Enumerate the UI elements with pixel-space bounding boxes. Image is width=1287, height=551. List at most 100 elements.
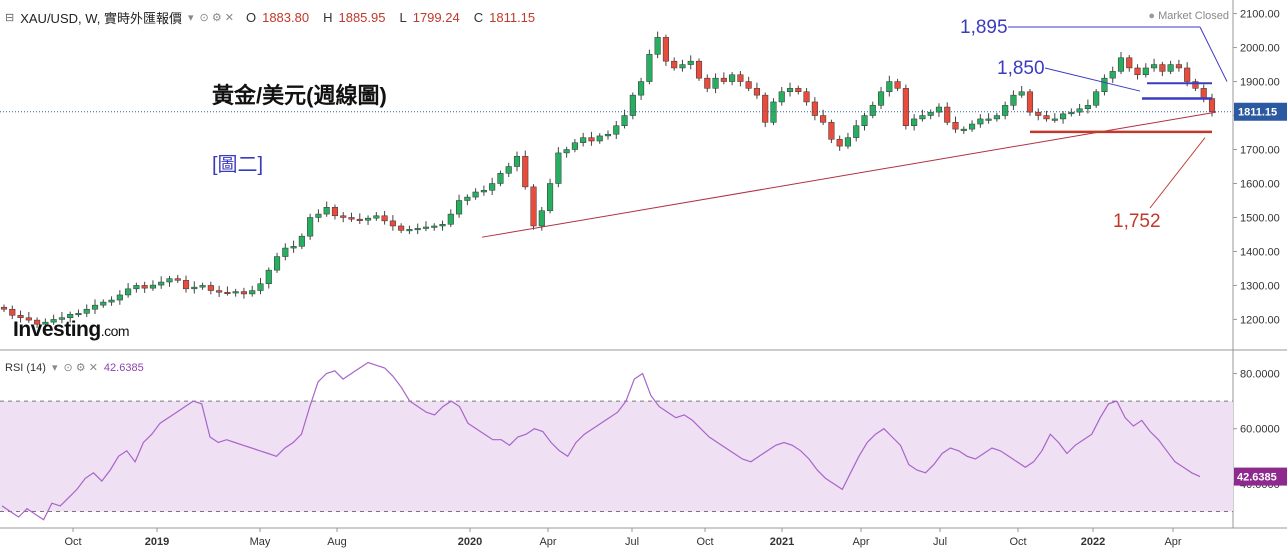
- high-label: H: [323, 10, 333, 25]
- candle-body: [34, 319, 41, 325]
- candle-body: [836, 139, 843, 147]
- candle-body: [207, 285, 214, 291]
- candle-body: [489, 183, 496, 191]
- candle-body: [265, 269, 272, 284]
- annotation-1752-arrow: [1149, 137, 1206, 209]
- candle-body: [1084, 105, 1091, 109]
- candle-body: [224, 291, 231, 294]
- candle-body: [389, 220, 396, 227]
- candle-body: [1200, 88, 1207, 99]
- candle-body: [1109, 71, 1116, 79]
- candle-body: [1208, 98, 1216, 113]
- price-tick-label: 1900.00: [1240, 77, 1280, 89]
- annotation-1895: 1,895: [960, 17, 1008, 38]
- time-tick-label: May: [250, 536, 271, 548]
- candle-body: [464, 196, 471, 201]
- candle-body: [1043, 115, 1050, 120]
- candle-body: [431, 225, 438, 228]
- time-tick-label: Jul: [625, 536, 639, 548]
- price-tick-label: 1200.00: [1240, 314, 1280, 326]
- candle-body: [522, 156, 529, 188]
- candle-body: [249, 290, 256, 295]
- candle-body: [307, 217, 314, 237]
- last-price-tag-text: 1811.15: [1238, 107, 1277, 119]
- candle-body: [1175, 64, 1182, 69]
- candle-body: [886, 81, 893, 92]
- candle-body: [1184, 67, 1191, 82]
- price-tick-label: 1300.00: [1240, 280, 1280, 292]
- price-tick-label: 1500.00: [1240, 212, 1280, 224]
- rsi-band: [0, 401, 1233, 512]
- candle-body: [985, 118, 992, 121]
- price-tick-label: 1800.00: [1240, 111, 1280, 123]
- candle-body: [729, 74, 736, 82]
- candle-body: [1010, 94, 1017, 106]
- candle-body: [1035, 111, 1042, 116]
- candle-body: [969, 123, 976, 130]
- settings-icons[interactable]: ⊙ ⚙ ✕: [199, 12, 234, 24]
- candle-body: [472, 191, 479, 198]
- candle-body: [571, 142, 578, 150]
- candle-body: [414, 228, 421, 231]
- candle-body: [133, 285, 140, 290]
- candle-body: [17, 315, 24, 318]
- candle-body: [1126, 57, 1133, 69]
- candle-body: [811, 101, 818, 116]
- candle-body: [1159, 64, 1166, 72]
- candle-body: [108, 299, 115, 303]
- candle-body: [1142, 67, 1149, 76]
- candle-body: [671, 60, 678, 69]
- high-value: 1885.95: [338, 10, 386, 25]
- candle-body: [613, 125, 620, 135]
- rsi-settings-icons[interactable]: ⊙ ⚙ ✕: [63, 362, 98, 374]
- rsi-dropdown-icon[interactable]: ▾: [51, 362, 58, 374]
- candle-body: [125, 288, 132, 296]
- candle-body: [927, 111, 934, 116]
- candle-body: [1167, 64, 1174, 72]
- candle-body: [381, 215, 388, 222]
- time-tick-label: 2019: [145, 536, 169, 548]
- time-tick-label: Apr: [1164, 536, 1181, 548]
- candle-body: [191, 286, 198, 290]
- candle-body: [365, 217, 372, 221]
- candle-body: [555, 152, 562, 184]
- time-tick-label: Aug: [327, 536, 347, 548]
- candle-body: [960, 128, 967, 131]
- candle-body: [629, 94, 636, 116]
- rsi-line: [1, 361, 1201, 521]
- candle-body: [877, 91, 885, 106]
- candle-body: [646, 54, 653, 82]
- annotation-1850-arrow: [1044, 67, 1141, 92]
- time-tick-label: Apr: [539, 536, 556, 548]
- candle-body: [869, 105, 876, 116]
- candle-body: [753, 88, 760, 96]
- rsi-tick-label: 40.0000: [1240, 479, 1280, 491]
- candle-body: [1093, 91, 1100, 106]
- candle-body: [993, 115, 1000, 120]
- candle-body: [919, 115, 926, 120]
- annotation-1895-arrow: [1199, 26, 1228, 82]
- time-tick-label: 2022: [1081, 536, 1105, 548]
- candle-body: [356, 218, 363, 221]
- candle-body: [1026, 91, 1034, 113]
- rsi-value: 42.6385: [103, 361, 144, 374]
- candle-body: [67, 314, 74, 318]
- price-tick-label: 1700.00: [1240, 145, 1280, 157]
- candle-body: [745, 81, 752, 89]
- candle-body: [1002, 105, 1009, 116]
- collapse-icon[interactable]: ⊟: [5, 12, 15, 24]
- candle-body: [1068, 111, 1075, 115]
- candle-body: [100, 301, 107, 306]
- candle-body: [820, 115, 827, 123]
- candle-body: [315, 213, 322, 218]
- candle-body: [596, 135, 603, 142]
- candle-body: [604, 133, 612, 137]
- symbol-label[interactable]: XAU/USD, W, 實時外匯報價: [20, 11, 183, 26]
- candle-body: [406, 229, 413, 232]
- candle-body: [158, 281, 165, 286]
- candle-body: [505, 166, 512, 174]
- candle-body: [373, 215, 380, 219]
- dropdown-icon[interactable]: ▾: [188, 12, 194, 24]
- candle-body: [638, 81, 645, 96]
